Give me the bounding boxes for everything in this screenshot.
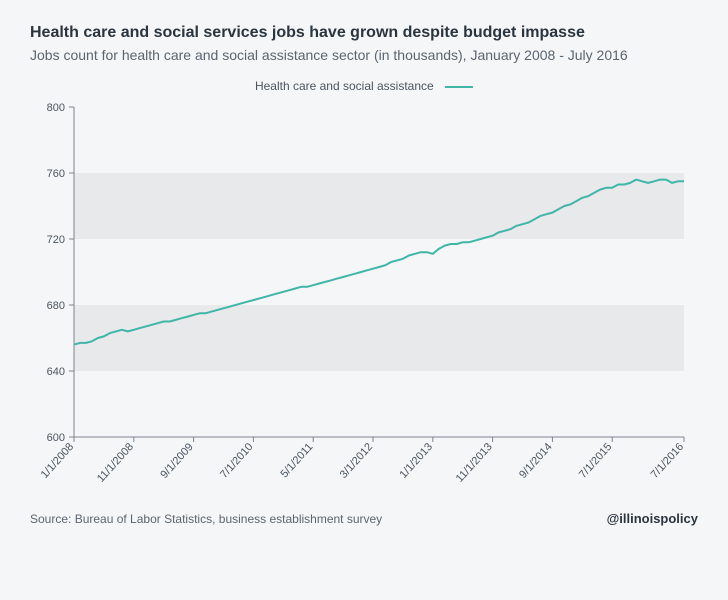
line-chart: 600 640 680 720 760 800 1/1/2008 11/1/2008 9/1/2… <box>30 101 698 501</box>
legend-swatch <box>445 86 473 88</box>
handle-text: @illinoispolicy <box>607 511 698 526</box>
svg-text:680: 680 <box>47 300 65 312</box>
svg-text:1/1/2013: 1/1/2013 <box>397 441 435 481</box>
svg-text:5/1/2011: 5/1/2011 <box>278 441 315 480</box>
svg-text:1/1/2008: 1/1/2008 <box>39 441 77 481</box>
svg-text:600: 600 <box>47 432 65 444</box>
svg-text:640: 640 <box>47 366 65 378</box>
svg-text:11/1/2008: 11/1/2008 <box>95 441 136 485</box>
svg-text:760: 760 <box>47 168 65 180</box>
svg-text:11/1/2013: 11/1/2013 <box>454 441 495 485</box>
chart-title: Health care and social services jobs hav… <box>30 24 698 42</box>
svg-text:7/1/2010: 7/1/2010 <box>218 441 256 481</box>
svg-text:9/1/2009: 9/1/2009 <box>158 441 196 481</box>
svg-text:9/1/2014: 9/1/2014 <box>517 441 555 481</box>
source-text: Source: Bureau of Labor Statistics, busi… <box>30 512 382 526</box>
chart-svg: 600 640 680 720 760 800 1/1/2008 11/1/2008 9/1/2… <box>30 101 698 501</box>
svg-text:800: 800 <box>47 102 65 114</box>
footer: Source: Bureau of Labor Statistics, busi… <box>30 511 698 526</box>
chart-subtitle: Jobs count for health care and social as… <box>30 46 698 65</box>
svg-text:3/1/2012: 3/1/2012 <box>338 441 376 481</box>
legend: Health care and social assistance <box>30 79 698 93</box>
svg-text:720: 720 <box>47 234 65 246</box>
legend-label: Health care and social assistance <box>255 79 434 93</box>
svg-text:7/1/2015: 7/1/2015 <box>577 441 615 481</box>
svg-text:7/1/2016: 7/1/2016 <box>649 441 687 481</box>
